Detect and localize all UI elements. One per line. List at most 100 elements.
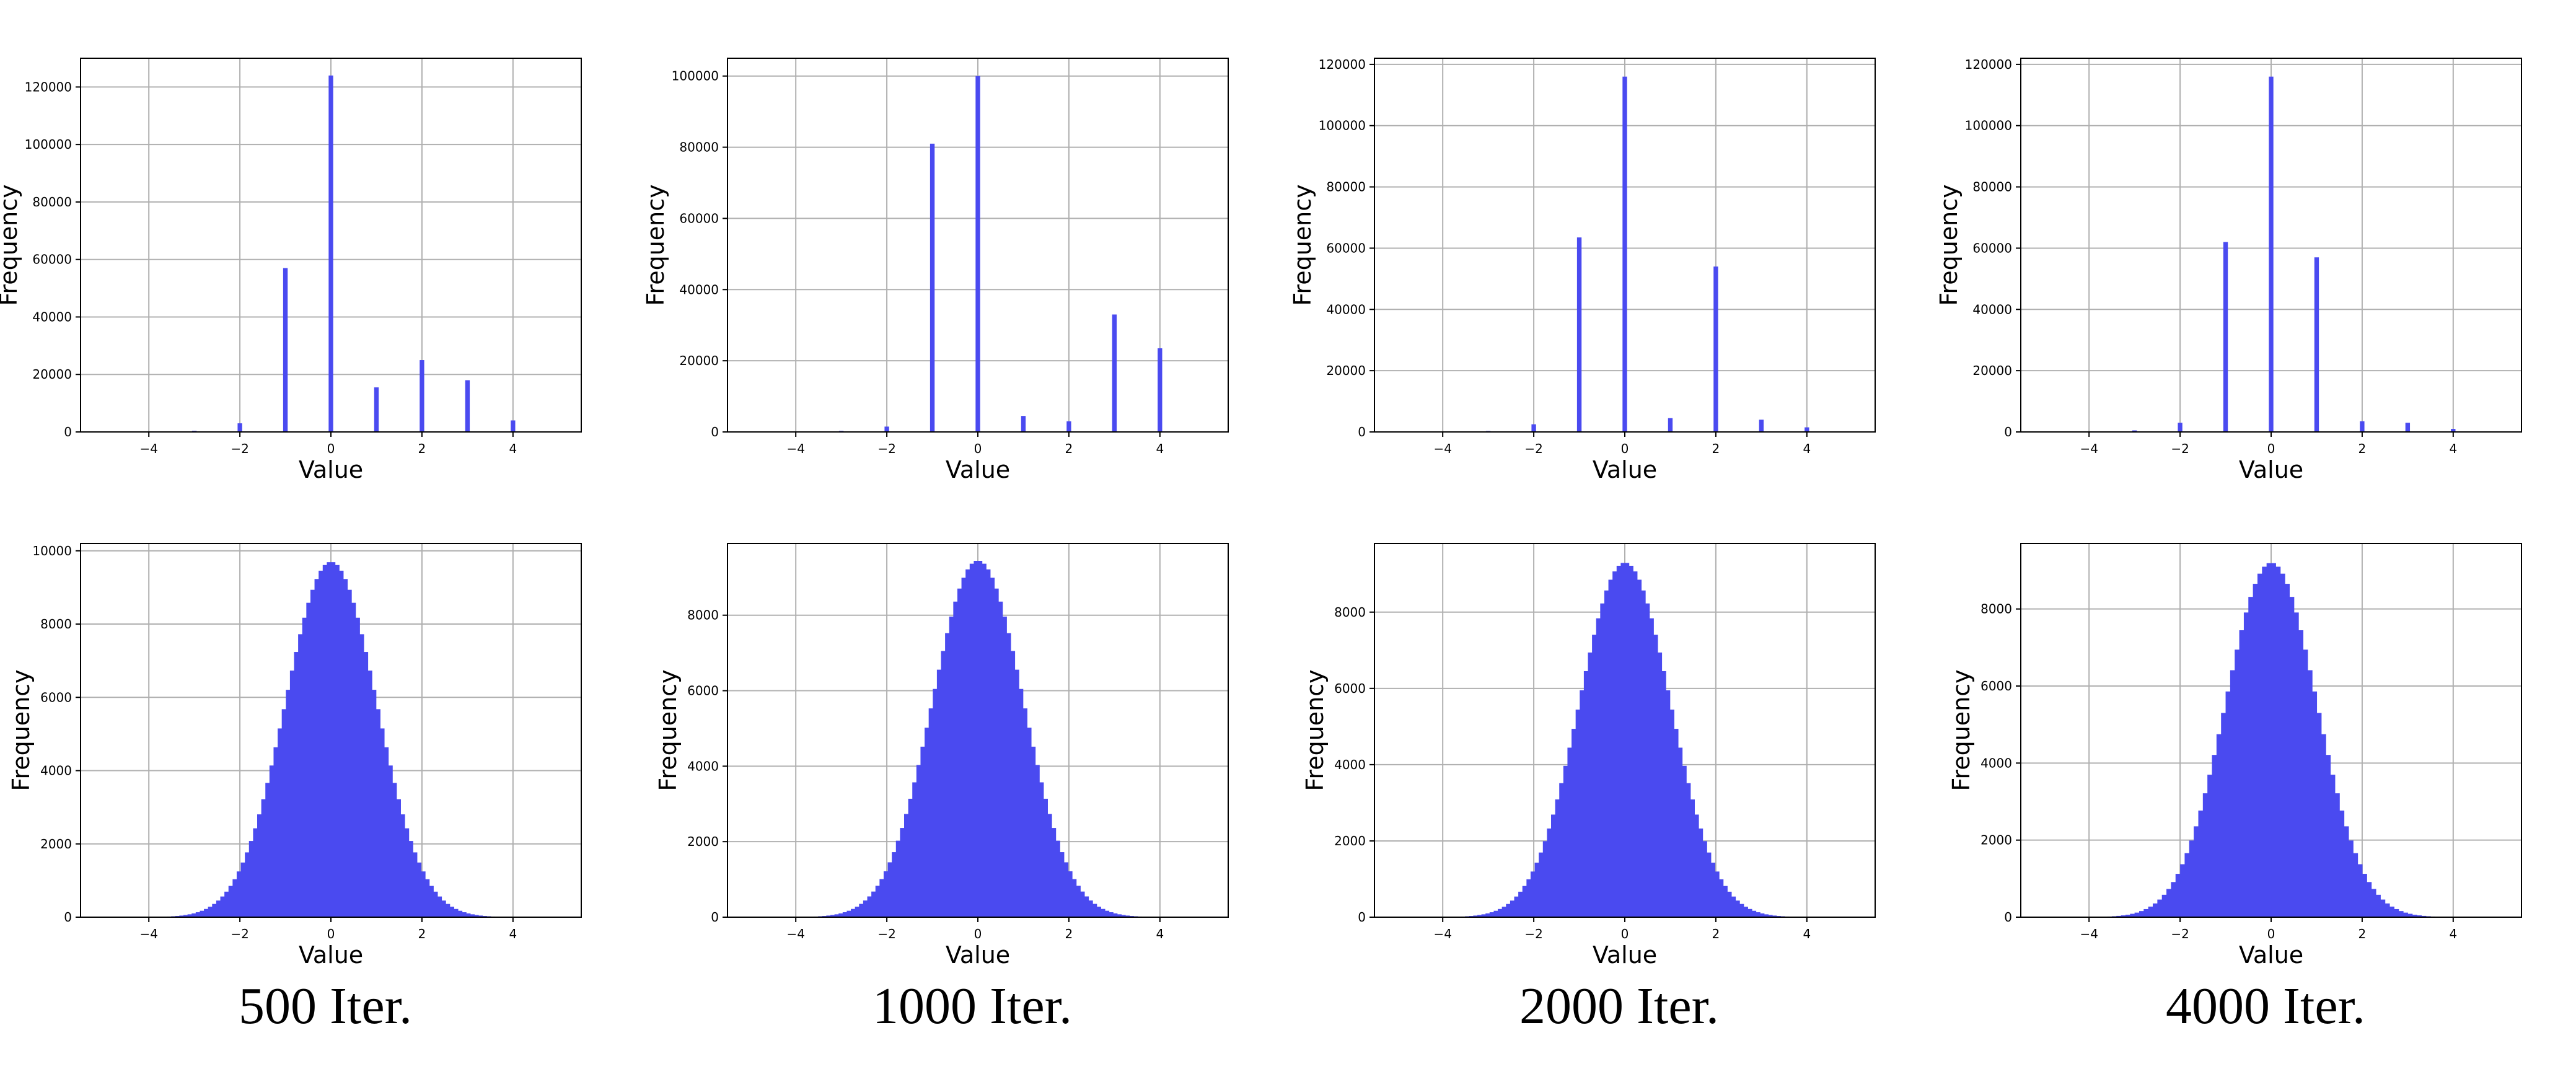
histogram-bar — [1113, 913, 1118, 917]
histogram-bar — [2385, 903, 2390, 917]
y-tick-label: 100000 — [672, 69, 719, 84]
histogram-bar — [298, 634, 303, 917]
histogram-bar — [437, 896, 442, 917]
histogram-bar — [310, 589, 315, 917]
histogram-bar — [1739, 904, 1744, 917]
histogram-bar — [1066, 421, 1071, 432]
histogram-bar — [1112, 314, 1117, 432]
histogram-bar — [933, 688, 938, 917]
histogram-bar — [327, 562, 332, 917]
histogram-bar — [265, 783, 270, 917]
histogram-bar — [2225, 691, 2231, 917]
histogram-bar — [2239, 630, 2244, 917]
y-tick-label: 100000 — [25, 137, 72, 152]
x-tick-label: −2 — [2171, 441, 2189, 456]
histogram-bar — [237, 423, 242, 432]
y-tick-label: 120000 — [1965, 57, 2012, 72]
chart-bottom-2000: −4 −2 0 2 4 0 2000 4000 6000 8000 Value Frequency — [1301, 543, 1876, 969]
histogram-bar — [328, 75, 333, 433]
histogram-bar — [916, 765, 921, 917]
histogram-bar — [413, 852, 418, 917]
histogram-bar — [1002, 616, 1007, 917]
histogram-bar — [920, 746, 925, 917]
histogram-bar — [1101, 908, 1106, 917]
histogram-bar — [879, 879, 884, 917]
x-tick-label: 2 — [1712, 926, 1720, 941]
y-tick-label: 40000 — [32, 309, 72, 324]
histogram-bar — [1747, 908, 1752, 917]
y-axis-label: Frequency — [7, 669, 35, 791]
histogram-bar — [278, 728, 283, 917]
y-tick-label: 80000 — [1326, 180, 1366, 195]
histogram-bar — [2139, 911, 2144, 917]
histogram-bar — [1760, 913, 1765, 917]
y-axis-label: Frequency — [0, 184, 22, 306]
x-tick-label: −4 — [2080, 441, 2098, 456]
histogram-bar — [1620, 563, 1625, 917]
histogram-bar — [1743, 907, 1748, 917]
y-tick-label: 4000 — [687, 759, 719, 773]
histogram-bar — [892, 852, 897, 917]
x-tick-label: 0 — [327, 441, 335, 456]
histogram-bar — [2194, 826, 2199, 917]
histogram-bar — [462, 912, 467, 917]
histogram-bar — [826, 915, 831, 917]
x-tick-label: −4 — [139, 441, 157, 456]
histogram-bar — [978, 560, 983, 917]
histogram-bar — [446, 904, 451, 917]
histogram-bar — [286, 690, 291, 917]
histogram-bar — [187, 914, 192, 917]
x-tick-label: 0 — [327, 926, 335, 941]
histogram-bar — [1723, 886, 1728, 917]
y-axis-label: Frequency — [1301, 669, 1329, 791]
histogram-bar — [1735, 900, 1740, 917]
histogram-bar — [838, 913, 843, 917]
histogram-bar — [1677, 747, 1683, 917]
x-tick-label: 4 — [1156, 441, 1164, 456]
histogram-bar — [957, 588, 962, 917]
histogram-bar — [2412, 914, 2417, 917]
histogram-bar — [1682, 765, 1687, 917]
y-tick-label: 6000 — [40, 690, 72, 705]
histogram-bar — [871, 891, 876, 917]
x-tick-label: −4 — [2080, 926, 2098, 941]
x-axis-label: Value — [299, 456, 363, 483]
histogram-bar — [1526, 879, 1531, 917]
histogram-bar — [236, 871, 242, 917]
histogram-bar — [1588, 652, 1593, 917]
histogram-bar — [2307, 670, 2313, 917]
histogram-bar — [936, 669, 942, 917]
histogram-bar — [1051, 828, 1057, 917]
histogram-bar — [1661, 671, 1666, 917]
y-tick-label: 60000 — [1326, 240, 1366, 255]
histogram-bar — [1759, 420, 1764, 432]
histogram-bar — [200, 910, 204, 917]
histogram-bar — [248, 841, 253, 917]
histogram-bar — [1060, 852, 1065, 917]
histogram-bar — [930, 143, 935, 433]
histogram-bar — [281, 709, 286, 917]
y-axis-label: Frequency — [1289, 184, 1316, 306]
histogram-bar — [2125, 914, 2130, 917]
histogram-bar — [322, 565, 327, 917]
histogram-bar — [1473, 915, 1478, 917]
histogram-bar — [830, 915, 835, 917]
chart-top-1000: −4 −2 0 2 4 0 20000 40000 60000 80000 100000 Value F… — [642, 58, 1229, 483]
y-tick-label: 80000 — [32, 195, 72, 209]
histogram-bar — [2275, 566, 2281, 917]
histogram-bar — [1719, 879, 1724, 917]
histogram-bar — [928, 708, 933, 917]
histogram-bar — [863, 900, 868, 917]
y-tick-label: 8000 — [1334, 605, 1366, 620]
histogram-bar — [2235, 649, 2240, 917]
histogram-bar — [1035, 765, 1040, 917]
histogram-bar — [232, 879, 237, 917]
x-tick-label: 2 — [1065, 926, 1073, 941]
histogram-bar — [392, 783, 397, 917]
histogram-bar — [2360, 421, 2365, 432]
histogram-bar — [240, 862, 245, 917]
histogram-bar — [1756, 912, 1761, 917]
x-tick-label: 4 — [509, 926, 517, 941]
histogram-bar — [216, 900, 221, 917]
